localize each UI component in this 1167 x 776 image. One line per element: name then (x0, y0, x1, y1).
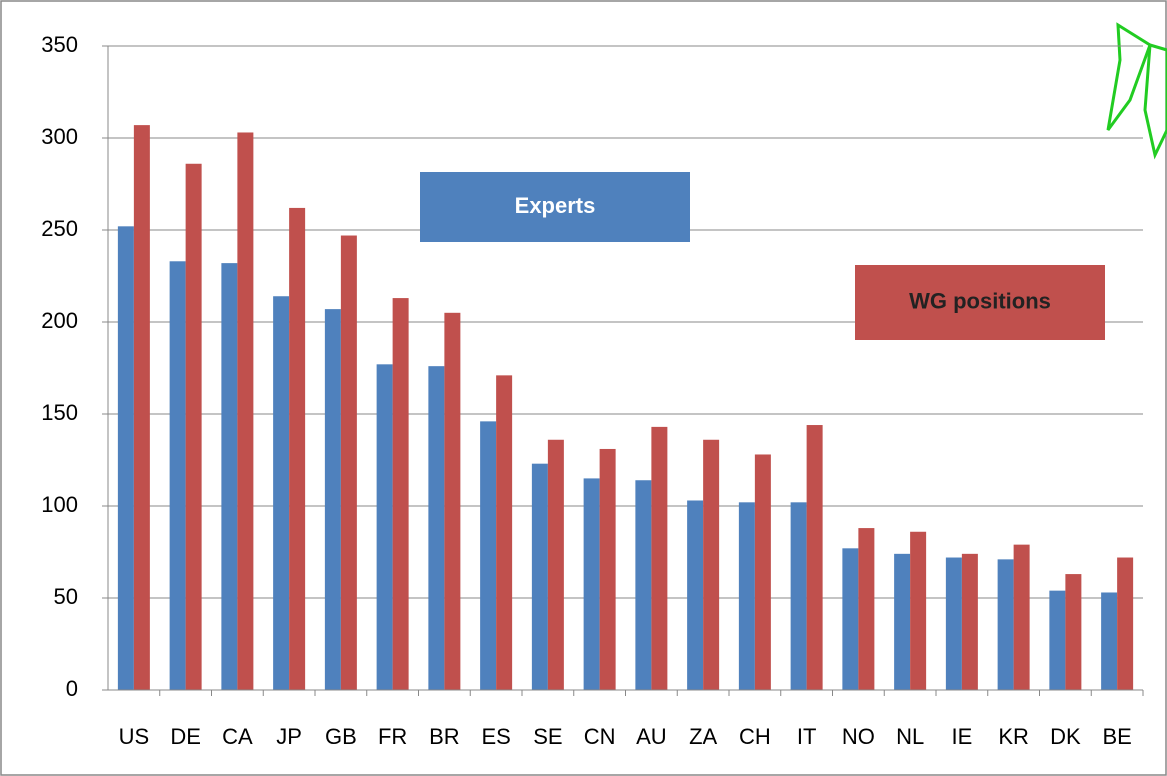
bar (1101, 592, 1117, 690)
legend-label: WG positions (909, 288, 1051, 313)
x-tick-label: BR (429, 724, 460, 749)
x-tick-label: ZA (689, 724, 717, 749)
bar (444, 313, 460, 690)
x-tick-label: BE (1102, 724, 1131, 749)
bar (1014, 545, 1030, 690)
bar (273, 296, 289, 690)
y-tick-label: 200 (41, 308, 78, 333)
bar (687, 500, 703, 690)
legend-label: Experts (515, 193, 596, 218)
bar (548, 440, 564, 690)
bar (186, 164, 202, 690)
bar (946, 558, 962, 690)
y-tick-label: 300 (41, 124, 78, 149)
bar (703, 440, 719, 690)
bar (325, 309, 341, 690)
y-tick-label: 50 (54, 584, 78, 609)
x-tick-label: NL (896, 724, 924, 749)
chart: 0 50 100 150 200 250 300 350 US DE CA JP GB FR BR ES SE C… (0, 0, 1167, 776)
y-tick-label: 350 (41, 32, 78, 57)
y-tick-label: 150 (41, 400, 78, 425)
bar (600, 449, 616, 690)
x-tick-label: DE (170, 724, 201, 749)
x-tick-label: ES (481, 724, 510, 749)
bar (496, 375, 512, 690)
x-tick-label: IT (797, 724, 817, 749)
bar (134, 125, 150, 690)
bar (1065, 574, 1081, 690)
x-tick-label: CA (222, 724, 253, 749)
bar (584, 478, 600, 690)
bar (962, 554, 978, 690)
x-tick-label: DK (1050, 724, 1081, 749)
bar (739, 502, 755, 690)
bar (377, 364, 393, 690)
x-tick-label: GB (325, 724, 357, 749)
bar (289, 208, 305, 690)
x-tick-label: SE (533, 724, 562, 749)
bar (910, 532, 926, 690)
x-tick-label: JP (276, 724, 302, 749)
y-tick-label: 100 (41, 492, 78, 517)
bar (428, 366, 444, 690)
bar (170, 261, 186, 690)
bar (651, 427, 667, 690)
bar (998, 559, 1014, 690)
bar (807, 425, 823, 690)
bar (237, 132, 253, 690)
bar (480, 421, 496, 690)
x-tick-label: NO (842, 724, 875, 749)
bar (1117, 558, 1133, 690)
y-tick-label: 250 (41, 216, 78, 241)
bar (858, 528, 874, 690)
bar (894, 554, 910, 690)
x-tick-label: US (119, 724, 150, 749)
x-tick-label: CN (584, 724, 616, 749)
bar (393, 298, 409, 690)
bar (791, 502, 807, 690)
bar (221, 263, 237, 690)
bar (341, 236, 357, 690)
bar (755, 454, 771, 690)
bar (635, 480, 651, 690)
x-tick-label: CH (739, 724, 771, 749)
bar (842, 548, 858, 690)
bar (118, 226, 134, 690)
x-tick-label: KR (998, 724, 1029, 749)
y-tick-label: 0 (66, 676, 78, 701)
bar (1049, 591, 1065, 690)
x-tick-label: FR (378, 724, 407, 749)
x-tick-label: IE (951, 724, 972, 749)
bar (532, 464, 548, 690)
x-tick-label: AU (636, 724, 667, 749)
